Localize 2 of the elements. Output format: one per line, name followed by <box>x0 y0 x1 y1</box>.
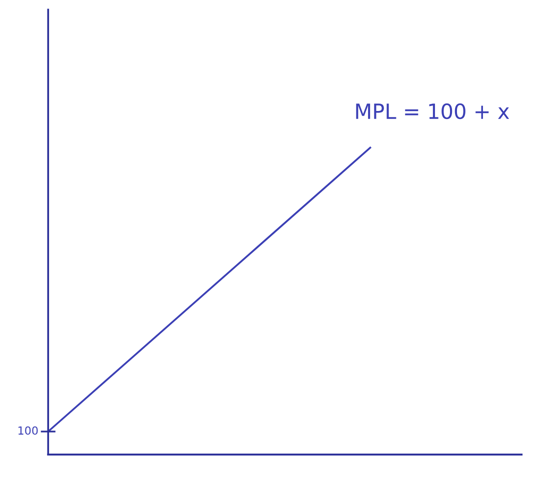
text: 100 <box>18 426 38 435</box>
text: MPL = 100 + x <box>356 103 510 120</box>
